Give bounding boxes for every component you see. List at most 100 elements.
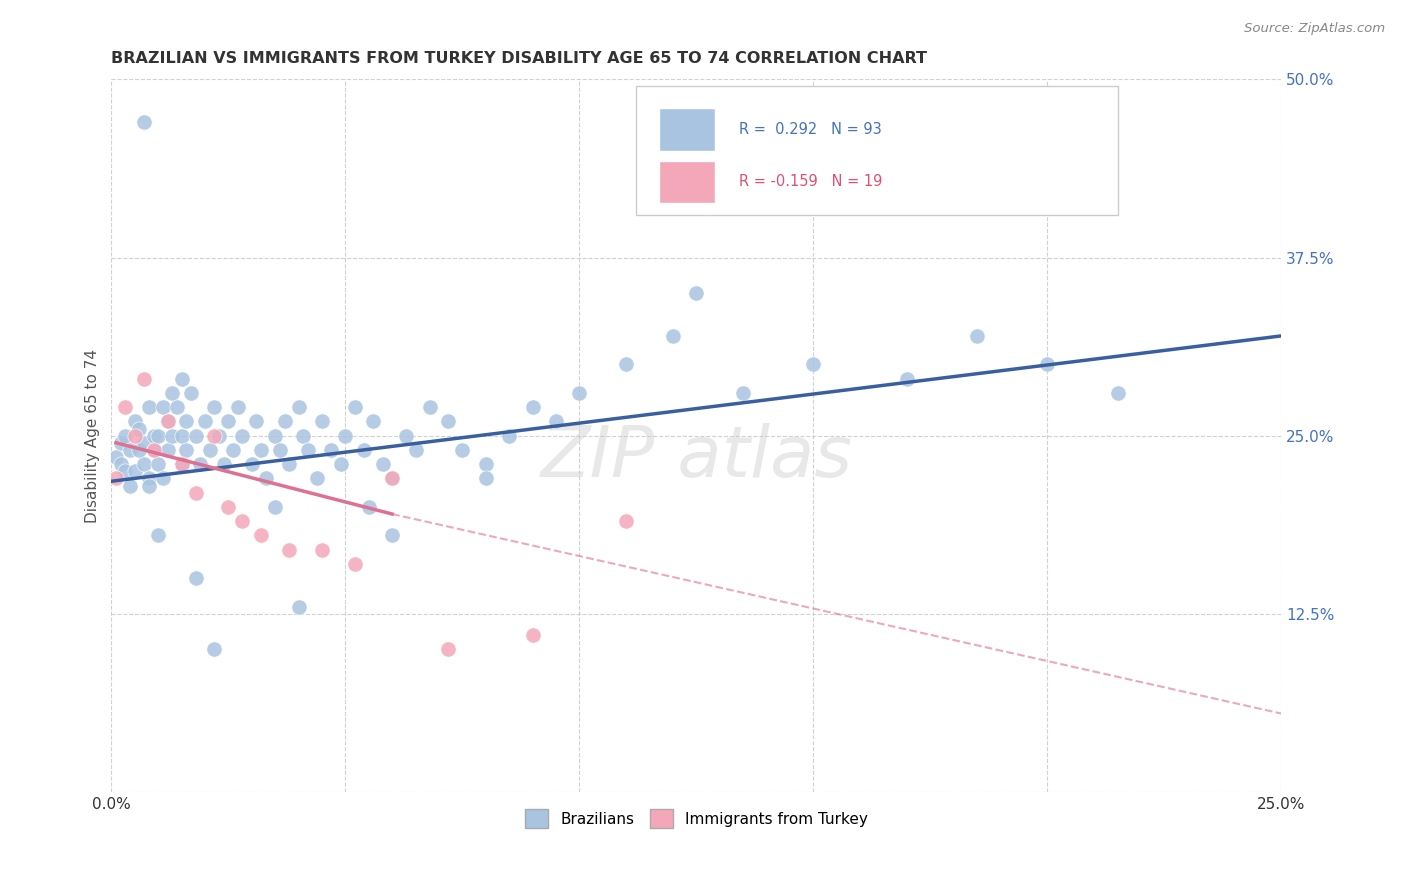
Point bbox=[733, 385, 755, 400]
Point bbox=[170, 457, 193, 471]
Point bbox=[292, 428, 315, 442]
Point bbox=[222, 442, 245, 457]
Point bbox=[269, 442, 291, 457]
Point bbox=[148, 428, 170, 442]
Point bbox=[166, 400, 188, 414]
Point bbox=[896, 371, 918, 385]
Point bbox=[217, 414, 239, 428]
Point bbox=[437, 414, 460, 428]
Point bbox=[335, 428, 357, 442]
Point bbox=[231, 514, 253, 528]
Point bbox=[381, 528, 404, 542]
Point bbox=[188, 457, 211, 471]
Point bbox=[120, 442, 142, 457]
Point bbox=[170, 428, 193, 442]
Point bbox=[522, 400, 544, 414]
Point bbox=[142, 442, 165, 457]
Point bbox=[170, 457, 193, 471]
Point bbox=[1107, 385, 1129, 400]
Point bbox=[105, 471, 128, 485]
Point bbox=[321, 442, 343, 457]
Point bbox=[353, 442, 375, 457]
Point bbox=[343, 400, 366, 414]
Text: BRAZILIAN VS IMMIGRANTS FROM TURKEY DISABILITY AGE 65 TO 74 CORRELATION CHART: BRAZILIAN VS IMMIGRANTS FROM TURKEY DISA… bbox=[111, 51, 928, 66]
Point bbox=[475, 471, 498, 485]
Point bbox=[162, 428, 184, 442]
Point bbox=[184, 485, 207, 500]
Point bbox=[134, 371, 156, 385]
Point bbox=[202, 400, 225, 414]
Point bbox=[105, 450, 128, 464]
Point bbox=[208, 428, 231, 442]
Point bbox=[226, 400, 249, 414]
Point bbox=[381, 471, 404, 485]
Point bbox=[134, 457, 156, 471]
Point bbox=[114, 428, 136, 442]
Point bbox=[202, 428, 225, 442]
Point bbox=[250, 528, 273, 542]
Point bbox=[966, 329, 988, 343]
Point bbox=[134, 115, 156, 129]
Point bbox=[114, 464, 136, 478]
Point bbox=[134, 435, 156, 450]
Point bbox=[124, 428, 146, 442]
Point bbox=[311, 414, 333, 428]
Point bbox=[138, 478, 160, 492]
Point bbox=[142, 442, 165, 457]
Point bbox=[212, 457, 235, 471]
Point bbox=[114, 400, 136, 414]
Point bbox=[614, 514, 637, 528]
Point bbox=[174, 442, 197, 457]
Point bbox=[152, 471, 174, 485]
Point bbox=[162, 385, 184, 400]
Point bbox=[156, 442, 179, 457]
Point bbox=[128, 442, 150, 457]
Point bbox=[437, 642, 460, 657]
Point bbox=[278, 457, 301, 471]
Point bbox=[120, 478, 142, 492]
Point bbox=[381, 471, 404, 485]
Point bbox=[451, 442, 474, 457]
Point bbox=[568, 385, 591, 400]
Point bbox=[240, 457, 263, 471]
Point bbox=[278, 542, 301, 557]
Point bbox=[110, 457, 132, 471]
Point bbox=[202, 642, 225, 657]
Bar bbox=[636, 87, 1118, 215]
Point bbox=[138, 400, 160, 414]
Point bbox=[405, 442, 427, 457]
Point bbox=[250, 442, 273, 457]
Point bbox=[180, 385, 202, 400]
Point bbox=[329, 457, 352, 471]
Point bbox=[475, 457, 498, 471]
Point bbox=[142, 428, 165, 442]
Point bbox=[297, 442, 319, 457]
Point bbox=[170, 371, 193, 385]
Text: Source: ZipAtlas.com: Source: ZipAtlas.com bbox=[1244, 22, 1385, 36]
Point bbox=[357, 500, 380, 514]
Point bbox=[254, 471, 277, 485]
Point bbox=[194, 414, 217, 428]
Point bbox=[156, 414, 179, 428]
Point bbox=[803, 358, 825, 372]
Point bbox=[311, 542, 333, 557]
Point bbox=[138, 471, 160, 485]
Point bbox=[152, 400, 174, 414]
Legend: Brazilians, Immigrants from Turkey: Brazilians, Immigrants from Turkey bbox=[519, 804, 873, 834]
Bar bbox=[659, 161, 716, 203]
Point bbox=[128, 421, 150, 435]
Point bbox=[245, 414, 267, 428]
Point bbox=[287, 400, 309, 414]
Text: R =  0.292   N = 93: R = 0.292 N = 93 bbox=[738, 121, 882, 136]
Point bbox=[264, 428, 287, 442]
Point bbox=[156, 414, 179, 428]
Point bbox=[174, 414, 197, 428]
Point bbox=[198, 442, 221, 457]
Point bbox=[184, 428, 207, 442]
Text: R = -0.159   N = 19: R = -0.159 N = 19 bbox=[738, 175, 882, 189]
Text: ZIP atlas: ZIP atlas bbox=[540, 423, 852, 491]
Point bbox=[395, 428, 418, 442]
Point bbox=[264, 500, 287, 514]
Point bbox=[148, 457, 170, 471]
Point bbox=[685, 286, 707, 301]
